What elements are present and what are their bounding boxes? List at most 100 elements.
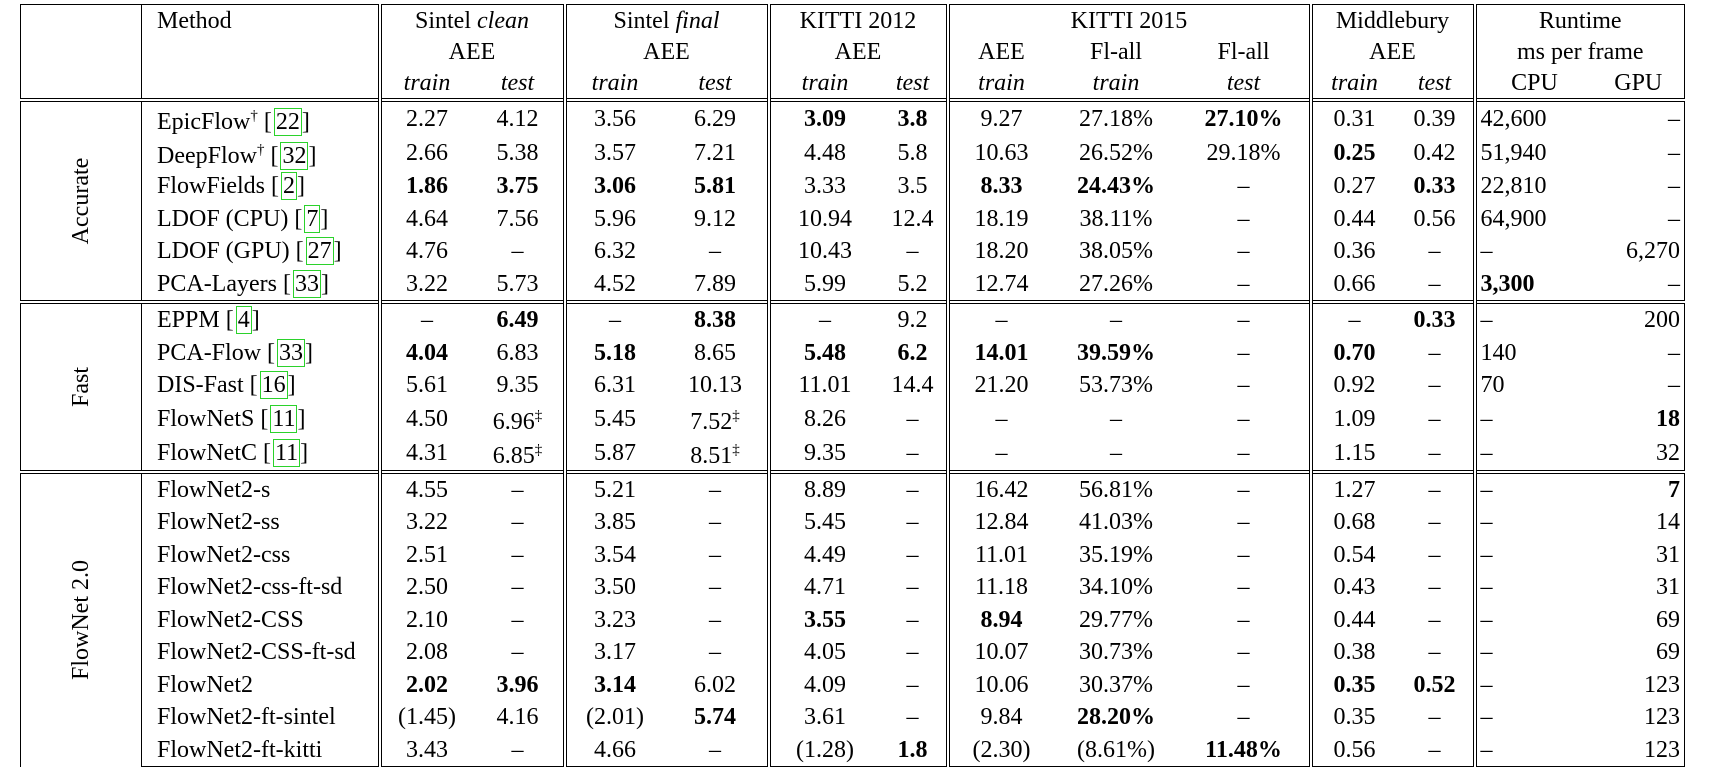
method-name: FlowNet2-CSS-ft-sd: [157, 639, 356, 666]
group-header-blank: [20, 4, 142, 36]
table-cell: 11.01: [945, 538, 1054, 571]
table-cell: 2.51: [406, 541, 448, 568]
table-cell: 4.05: [766, 636, 880, 669]
group-label: Fast: [68, 366, 94, 407]
table-cell: 4.48: [766, 136, 880, 170]
table-cell: –: [709, 541, 721, 568]
table-cell: 3.22: [406, 509, 448, 536]
table-row: PCA-Layers [33] 3.22 5.73 4.52 7.89 5.99 5.2 12…: [21, 267, 1685, 302]
table-cell: 29.18%: [1206, 140, 1281, 166]
table-cell: 39.59%: [1077, 339, 1155, 366]
table-cell: 5.99: [766, 267, 880, 302]
table-cell: –: [1472, 469, 1593, 506]
method-name: FlowFields: [157, 173, 266, 200]
table-cell: 8.38: [663, 300, 769, 337]
table-cell: 53.73%: [1079, 372, 1153, 399]
table-cell: 7.21: [694, 140, 736, 166]
citation-link[interactable]: 27: [305, 237, 334, 266]
table-cell: 0.92: [1308, 369, 1397, 402]
runtime-metric: ms per frame: [1472, 36, 1685, 67]
table-cell: 26.52%: [1079, 140, 1153, 166]
table-cell: –: [1428, 574, 1441, 601]
group-header-blank: [20, 36, 142, 67]
table-cell: 0.35: [1308, 701, 1397, 734]
table-cell: 3.61: [766, 701, 880, 734]
citation-link[interactable]: 7: [304, 204, 321, 233]
table-cell: 35.19%: [1079, 541, 1153, 568]
method-name: FlowNet2-ft-kitti: [157, 736, 323, 763]
table-cell: 3.54: [562, 538, 664, 571]
table-cell: 29.77%: [1079, 606, 1153, 633]
method-header: Method: [141, 4, 382, 36]
citation-link[interactable]: 4: [235, 306, 252, 335]
table-cell: –: [709, 509, 721, 536]
citation-link[interactable]: 16: [259, 371, 288, 400]
sub-train: train: [379, 67, 473, 101]
table-cell: 28.20%: [1077, 704, 1155, 731]
method-name: EPPM: [157, 307, 220, 334]
citation-link[interactable]: 33: [277, 338, 306, 367]
table-cell: 9.84: [945, 701, 1054, 734]
table-cell: 11.48%: [1178, 733, 1311, 767]
table-cell: 123: [1592, 733, 1685, 767]
table-cell: 0.56: [1413, 205, 1456, 232]
table-cell: 6.32: [562, 235, 664, 268]
group-label: Accurate: [68, 157, 94, 245]
table-cell: 2.66: [406, 140, 448, 166]
table-cell: –: [1428, 270, 1441, 297]
method-name: FlowNet2-css: [157, 541, 291, 568]
table-cell: 14: [1592, 506, 1685, 539]
table-cell: –: [1428, 238, 1441, 265]
method-cell: FlowNet2-s: [141, 469, 382, 506]
table-cell: 6.96‡: [492, 407, 543, 435]
method-cell: FlowNet2-ft-sintel: [141, 701, 382, 734]
table-cell: 1.27: [1308, 469, 1397, 506]
table-cell: 3.14: [562, 668, 664, 701]
table-cell: 9.35: [496, 372, 539, 399]
table-row: FlowNetC [11] 4.31 6.85‡ 5.87 8.51‡ 9.35– – – –1…: [21, 435, 1685, 472]
table-cell: –: [709, 606, 721, 633]
citation-link[interactable]: 11: [273, 438, 301, 467]
table-cell: –: [906, 574, 919, 601]
table-cell: 5.18: [562, 336, 664, 369]
citation-link[interactable]: 2: [281, 172, 298, 201]
citation-link[interactable]: 22: [273, 108, 302, 136]
table-cell: 0.33: [1413, 173, 1456, 200]
table-cell: 0.43: [1308, 571, 1397, 604]
table-cell: 6.31: [562, 369, 664, 402]
table-cell: (1.28): [766, 733, 880, 767]
table-cell: 41.03%: [1079, 509, 1153, 536]
table-cell: –: [1428, 439, 1441, 466]
table-cell: 4.76: [406, 238, 448, 265]
table-cell: 3.17: [562, 636, 664, 669]
table-row: PCA-Flow [33] 4.04 6.83 5.18 8.65 5.48 6.2 14.0…: [21, 336, 1685, 369]
table-cell: 1.86: [406, 173, 448, 200]
table-cell: –: [906, 704, 919, 731]
table-cell: 9.2: [879, 300, 948, 337]
citation-link[interactable]: 11: [270, 404, 298, 433]
table-cell: –: [472, 733, 565, 767]
runtime-header: Runtime: [1472, 4, 1685, 36]
method-cell: FlowFields [2]: [141, 170, 382, 203]
table-cell: 2.27: [379, 98, 473, 136]
table-cell: –: [1472, 701, 1593, 734]
table-cell: 6.49: [472, 300, 565, 337]
table-cell: 0.56: [1308, 733, 1397, 767]
citation-link[interactable]: 32: [280, 142, 309, 170]
sub-cpu: CPU: [1472, 67, 1593, 101]
table-cell: –: [1472, 571, 1593, 604]
table-cell: 3.43: [379, 733, 473, 767]
table-cell: 0.44: [1308, 603, 1397, 636]
table-cell: –: [1472, 603, 1593, 636]
table-cell: (1.45): [398, 704, 456, 731]
table-cell: 0.31: [1308, 98, 1397, 136]
table-cell: 22,810: [1472, 170, 1593, 203]
kitti2015-header: KITTI 2015: [945, 4, 1311, 36]
table-cell: –: [906, 405, 919, 432]
citation-link[interactable]: 33: [292, 269, 321, 298]
table-cell: 0.33: [1396, 300, 1475, 337]
table-cell: 12.74: [945, 267, 1054, 302]
table-cell: –: [511, 238, 524, 265]
method-cell: FlowNet2-css-ft-sd: [141, 571, 382, 604]
group-label-cell: FlowNet 2.0: [20, 469, 142, 767]
